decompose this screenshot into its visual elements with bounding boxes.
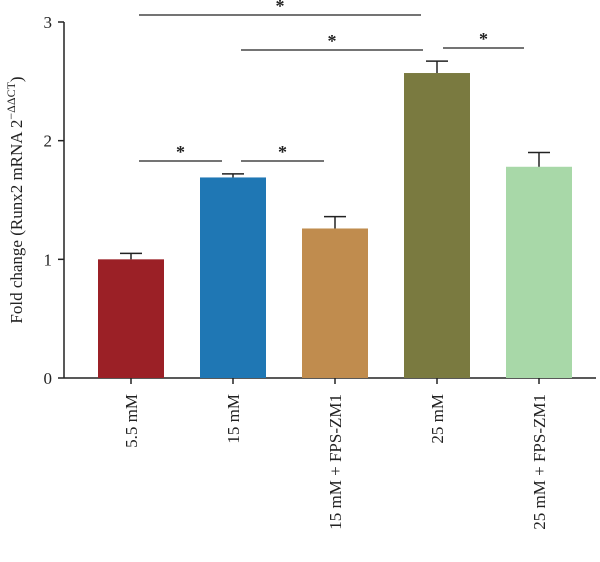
y-axis: 0 1 2 3	[44, 13, 65, 388]
y-tick-label: 3	[44, 13, 53, 32]
bar	[200, 177, 266, 378]
x-tick-label: 25 mM + FPS-ZM1	[530, 394, 549, 530]
x-tick-label: 5.5 mM	[122, 394, 141, 448]
y-tick-label: 1	[44, 250, 53, 269]
bar	[506, 166, 572, 378]
bar	[98, 259, 164, 378]
significance-brackets: * * * * *	[139, 0, 524, 162]
y-tick-label: 0	[44, 369, 53, 388]
x-tick-label: 15 mM	[224, 394, 243, 444]
significance-star: *	[479, 29, 488, 49]
bar	[404, 73, 470, 378]
error-bars	[120, 60, 550, 260]
x-axis: 5.5 mM 15 mM 15 mM + FPS-ZM1 25 mM 25 mM + F…	[64, 377, 596, 530]
significance-star: *	[328, 31, 337, 51]
bars	[98, 73, 572, 378]
x-tick-label: 25 mM	[428, 394, 447, 444]
bar	[302, 228, 368, 378]
y-tick-label: 2	[44, 132, 53, 151]
significance-star: *	[278, 142, 287, 162]
y-axis-label: Fold change (Runx2 mRNA 2−ΔΔCT)	[4, 76, 26, 323]
significance-star: *	[276, 0, 285, 16]
significance-star: *	[176, 142, 185, 162]
x-tick-label: 15 mM + FPS-ZM1	[326, 394, 345, 530]
